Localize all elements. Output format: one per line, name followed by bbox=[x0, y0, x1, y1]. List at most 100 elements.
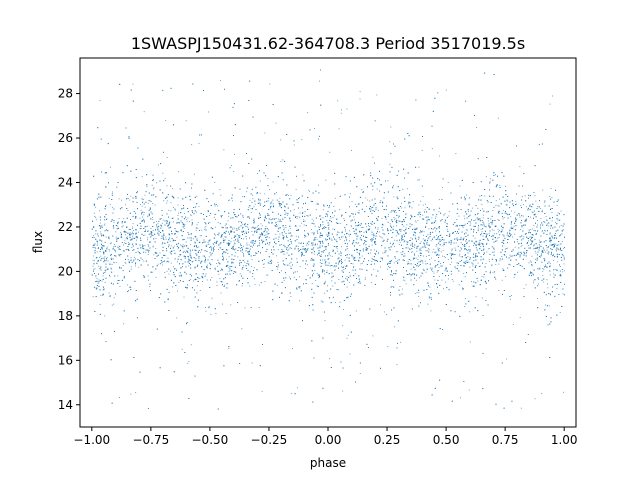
data-point bbox=[132, 83, 134, 85]
data-point bbox=[195, 211, 197, 213]
data-point bbox=[281, 270, 283, 272]
data-point bbox=[238, 229, 240, 231]
data-point bbox=[401, 202, 403, 204]
data-point bbox=[334, 266, 336, 268]
data-point bbox=[479, 265, 481, 267]
data-point bbox=[321, 234, 323, 236]
data-point bbox=[389, 223, 391, 225]
data-point bbox=[468, 221, 470, 223]
data-point bbox=[237, 256, 239, 258]
data-point bbox=[417, 220, 419, 222]
data-point bbox=[134, 229, 136, 231]
data-point bbox=[509, 298, 511, 300]
data-point bbox=[112, 248, 114, 250]
data-point bbox=[518, 251, 520, 253]
data-point bbox=[191, 219, 193, 221]
data-point bbox=[375, 226, 377, 228]
data-point bbox=[466, 250, 468, 251]
data-point bbox=[418, 204, 420, 206]
data-point bbox=[328, 251, 330, 253]
data-point bbox=[299, 287, 301, 289]
data-point bbox=[139, 228, 141, 230]
data-point bbox=[376, 94, 378, 96]
data-point bbox=[224, 236, 226, 238]
data-point bbox=[159, 252, 161, 254]
data-point bbox=[438, 211, 440, 213]
data-point bbox=[482, 235, 484, 237]
data-point bbox=[468, 261, 470, 263]
data-point bbox=[416, 291, 418, 293]
data-point bbox=[451, 250, 453, 252]
data-point bbox=[239, 248, 241, 250]
data-point bbox=[306, 264, 308, 266]
data-point bbox=[456, 233, 458, 235]
data-point bbox=[206, 246, 208, 247]
data-point bbox=[438, 226, 440, 228]
data-point bbox=[140, 264, 142, 266]
data-point bbox=[272, 181, 274, 183]
data-point bbox=[214, 226, 216, 228]
data-point bbox=[431, 257, 433, 259]
data-point bbox=[556, 261, 558, 263]
data-point bbox=[208, 256, 210, 258]
data-point bbox=[170, 210, 172, 212]
data-point bbox=[205, 310, 207, 312]
data-point bbox=[270, 203, 272, 205]
data-point bbox=[560, 225, 562, 226]
data-point bbox=[166, 261, 168, 263]
data-point bbox=[182, 263, 183, 265]
data-point bbox=[432, 231, 434, 233]
data-point bbox=[124, 239, 126, 241]
data-point bbox=[95, 218, 97, 220]
data-point bbox=[445, 281, 447, 283]
data-point bbox=[111, 268, 113, 270]
data-point bbox=[143, 199, 145, 201]
data-point bbox=[230, 241, 232, 242]
data-point bbox=[297, 245, 299, 247]
data-point bbox=[520, 205, 522, 207]
data-point bbox=[265, 234, 267, 236]
data-point bbox=[131, 247, 133, 249]
data-point bbox=[475, 254, 476, 256]
data-point bbox=[346, 239, 348, 241]
data-point bbox=[106, 246, 108, 248]
data-point bbox=[301, 251, 303, 253]
data-point bbox=[342, 236, 344, 238]
data-point bbox=[177, 215, 179, 216]
data-point bbox=[293, 209, 295, 211]
data-point bbox=[170, 245, 172, 247]
data-point bbox=[319, 262, 321, 264]
data-point bbox=[422, 255, 424, 257]
data-point bbox=[254, 203, 256, 205]
data-point bbox=[502, 239, 504, 241]
data-point bbox=[425, 250, 427, 252]
data-point bbox=[377, 228, 379, 230]
data-point bbox=[462, 238, 464, 240]
data-point bbox=[472, 265, 474, 267]
data-point bbox=[493, 229, 495, 231]
data-point bbox=[355, 259, 357, 261]
data-point bbox=[309, 191, 311, 193]
data-point bbox=[535, 234, 537, 235]
data-point bbox=[549, 262, 551, 264]
data-point bbox=[388, 265, 389, 267]
data-point bbox=[498, 290, 500, 292]
data-point bbox=[324, 246, 326, 248]
data-point bbox=[359, 238, 361, 240]
data-point bbox=[547, 287, 549, 289]
data-point bbox=[111, 193, 113, 194]
data-point bbox=[291, 234, 293, 236]
data-point bbox=[258, 307, 260, 308]
data-point bbox=[377, 209, 379, 211]
data-point bbox=[141, 205, 143, 207]
data-point bbox=[498, 237, 500, 238]
data-point bbox=[299, 266, 301, 268]
data-point bbox=[376, 219, 378, 221]
data-point bbox=[143, 231, 145, 232]
data-point bbox=[251, 362, 253, 364]
data-point bbox=[143, 214, 145, 216]
data-point bbox=[215, 219, 216, 220]
data-point bbox=[469, 311, 471, 313]
data-point bbox=[464, 199, 466, 201]
data-point bbox=[222, 303, 223, 305]
